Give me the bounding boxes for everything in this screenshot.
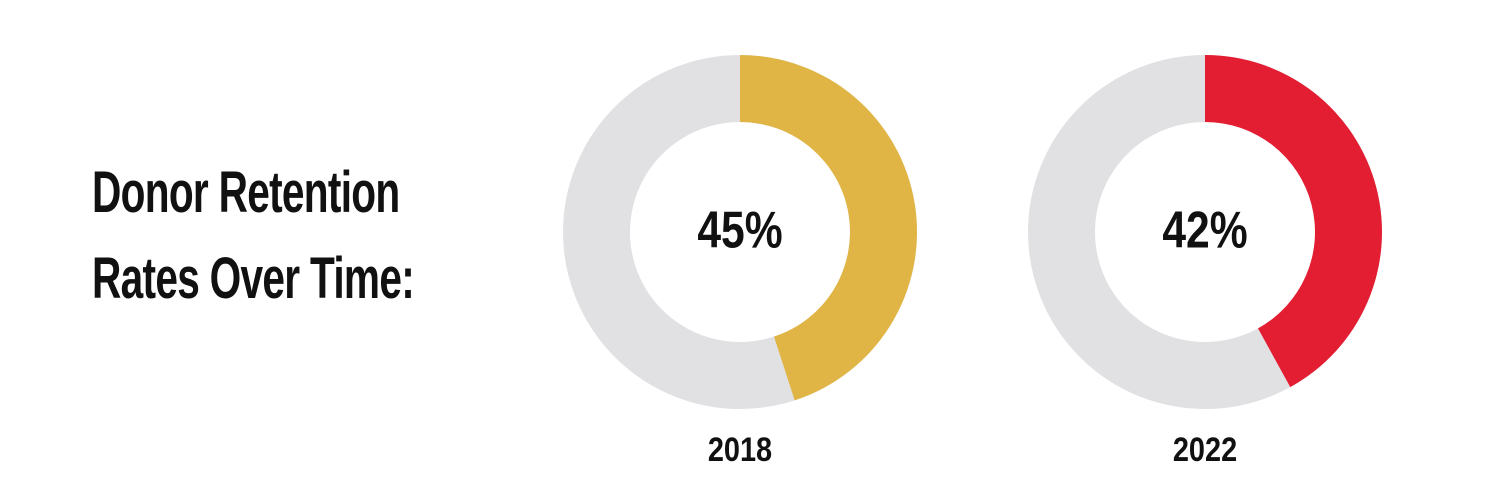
category-label: 2022 bbox=[1173, 430, 1237, 469]
chart-title: Donor Retention Rates Over Time: bbox=[92, 160, 415, 311]
value-label: 45% bbox=[697, 202, 782, 260]
donut-segment bbox=[740, 55, 917, 401]
category-label: 2018 bbox=[708, 430, 772, 469]
donut-segment bbox=[1205, 55, 1383, 388]
value-label: 42% bbox=[1162, 202, 1247, 260]
